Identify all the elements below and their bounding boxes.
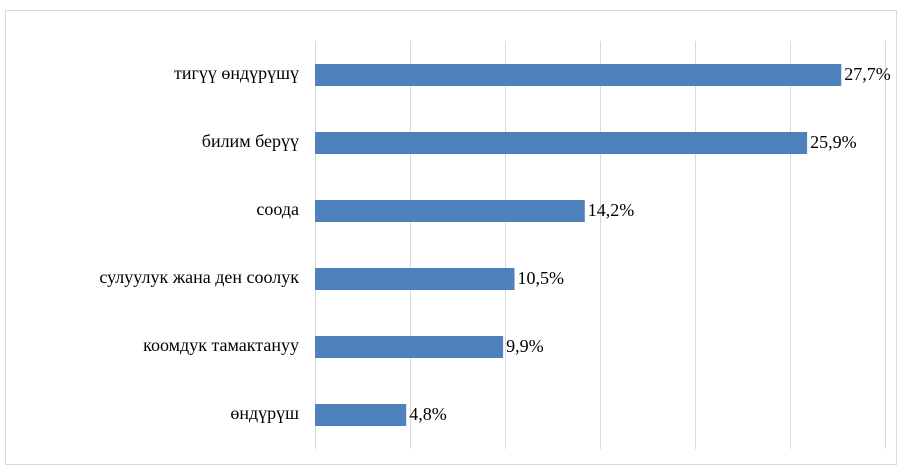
data-label: 27,7%: [844, 64, 891, 84]
data-label: 10,5%: [518, 268, 565, 288]
bar: [315, 200, 585, 222]
data-label: 14,2%: [588, 200, 635, 220]
bar: [315, 404, 407, 426]
data-label: 25,9%: [810, 132, 857, 152]
data-label: 9,9%: [506, 336, 543, 356]
bar: [315, 336, 504, 358]
bar: [315, 268, 515, 290]
y-tick-label: тигүү өндүрүшү: [174, 63, 299, 83]
data-label: 4,8%: [409, 404, 447, 424]
y-tick-label: коомдук тамактануу: [143, 335, 299, 355]
y-tick-label: өндүрүш: [230, 403, 299, 423]
bar: [315, 64, 842, 86]
y-tick-label: сулуулук жана ден соолук: [99, 267, 299, 287]
y-tick-label: соода: [256, 199, 299, 219]
bar: [315, 132, 808, 154]
y-tick-label: билим берүү: [202, 131, 299, 151]
chart-frame: [5, 10, 897, 465]
